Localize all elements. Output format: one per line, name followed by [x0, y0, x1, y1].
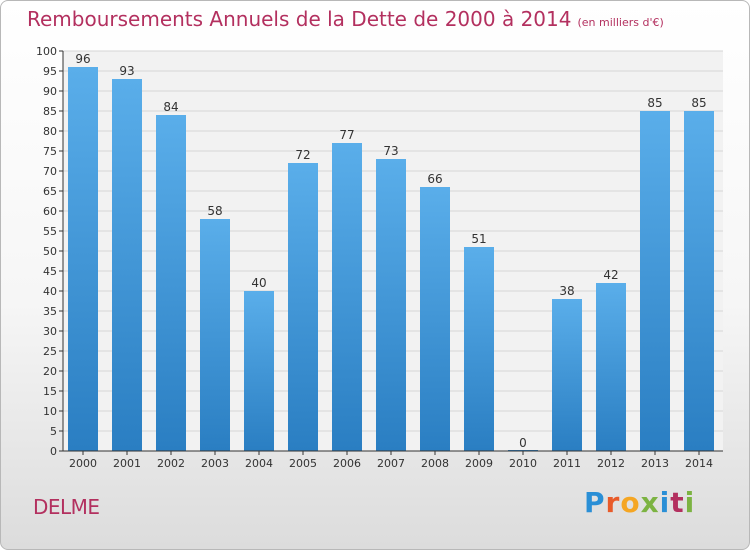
data-label: 40 — [251, 276, 266, 290]
data-label: 66 — [427, 172, 442, 186]
chart-unit: (en milliers d'€) — [577, 16, 664, 29]
y-tick-label: 0 — [50, 445, 57, 458]
y-tick-label: 30 — [43, 325, 57, 338]
x-tick-label: 2014 — [685, 457, 713, 470]
data-label: 42 — [603, 268, 618, 282]
logo-letter: P — [584, 486, 606, 519]
x-tick-label: 2001 — [113, 457, 141, 470]
data-label: 77 — [339, 128, 354, 142]
data-label: 96 — [75, 52, 90, 66]
y-tick-label: 5 — [50, 425, 57, 438]
y-tick-label: 10 — [43, 405, 57, 418]
x-tick-label: 2010 — [509, 457, 537, 470]
x-tick-label: 2002 — [157, 457, 185, 470]
bar — [288, 163, 318, 451]
proxiti-logo: Proxiti — [584, 486, 695, 519]
y-tick-label: 50 — [43, 245, 57, 258]
data-label: 38 — [559, 284, 574, 298]
x-tick-label: 2013 — [641, 457, 669, 470]
x-tick-label: 2006 — [333, 457, 361, 470]
bar — [464, 247, 494, 451]
y-tick-label: 25 — [43, 345, 57, 358]
y-tick-label: 80 — [43, 125, 57, 138]
y-tick-label: 85 — [43, 105, 57, 118]
bar — [376, 159, 406, 451]
x-tick-label: 2005 — [289, 457, 317, 470]
y-tick-label: 35 — [43, 305, 57, 318]
data-label: 85 — [647, 96, 662, 110]
data-label: 73 — [383, 144, 398, 158]
x-tick-label: 2004 — [245, 457, 273, 470]
data-label: 58 — [207, 204, 222, 218]
x-tick-label: 2009 — [465, 457, 493, 470]
data-label: 0 — [519, 436, 527, 450]
y-tick-label: 15 — [43, 385, 57, 398]
data-label: 85 — [691, 96, 706, 110]
logo-letter: i — [684, 486, 696, 519]
x-tick-label: 2007 — [377, 457, 405, 470]
logo-letter: t — [670, 486, 685, 519]
bar — [112, 79, 142, 451]
bar — [684, 111, 714, 451]
y-tick-label: 55 — [43, 225, 57, 238]
logo-letter: x — [640, 486, 660, 519]
bar — [552, 299, 582, 451]
x-tick-label: 2011 — [553, 457, 581, 470]
bar — [156, 115, 186, 451]
y-tick-label: 60 — [43, 205, 57, 218]
x-tick-label: 2012 — [597, 457, 625, 470]
bar — [420, 187, 450, 451]
data-label: 84 — [163, 100, 178, 114]
y-tick-label: 90 — [43, 85, 57, 98]
bar — [596, 283, 626, 451]
town-name: DELME — [33, 495, 100, 519]
y-tick-label: 40 — [43, 285, 57, 298]
y-tick-label: 65 — [43, 185, 57, 198]
y-tick-label: 100 — [36, 45, 57, 58]
data-label: 51 — [471, 232, 486, 246]
bar — [640, 111, 670, 451]
x-tick-label: 2008 — [421, 457, 449, 470]
chart-title: Remboursements Annuels de la Dette de 20… — [27, 7, 664, 31]
y-tick-label: 45 — [43, 265, 57, 278]
y-tick-label: 70 — [43, 165, 57, 178]
data-label: 72 — [295, 148, 310, 162]
x-tick-label: 2000 — [69, 457, 97, 470]
data-label: 93 — [119, 64, 134, 78]
bar — [332, 143, 362, 451]
bar — [68, 67, 98, 451]
y-tick-label: 95 — [43, 65, 57, 78]
logo-letter: i — [659, 486, 671, 519]
chart-title-text: Remboursements Annuels de la Dette de 20… — [27, 7, 572, 31]
y-tick-label: 20 — [43, 365, 57, 378]
y-tick-label: 75 — [43, 145, 57, 158]
x-tick-label: 2003 — [201, 457, 229, 470]
logo-letter: o — [620, 486, 641, 519]
bar — [244, 291, 274, 451]
bar — [200, 219, 230, 451]
logo-letter: r — [605, 486, 621, 519]
